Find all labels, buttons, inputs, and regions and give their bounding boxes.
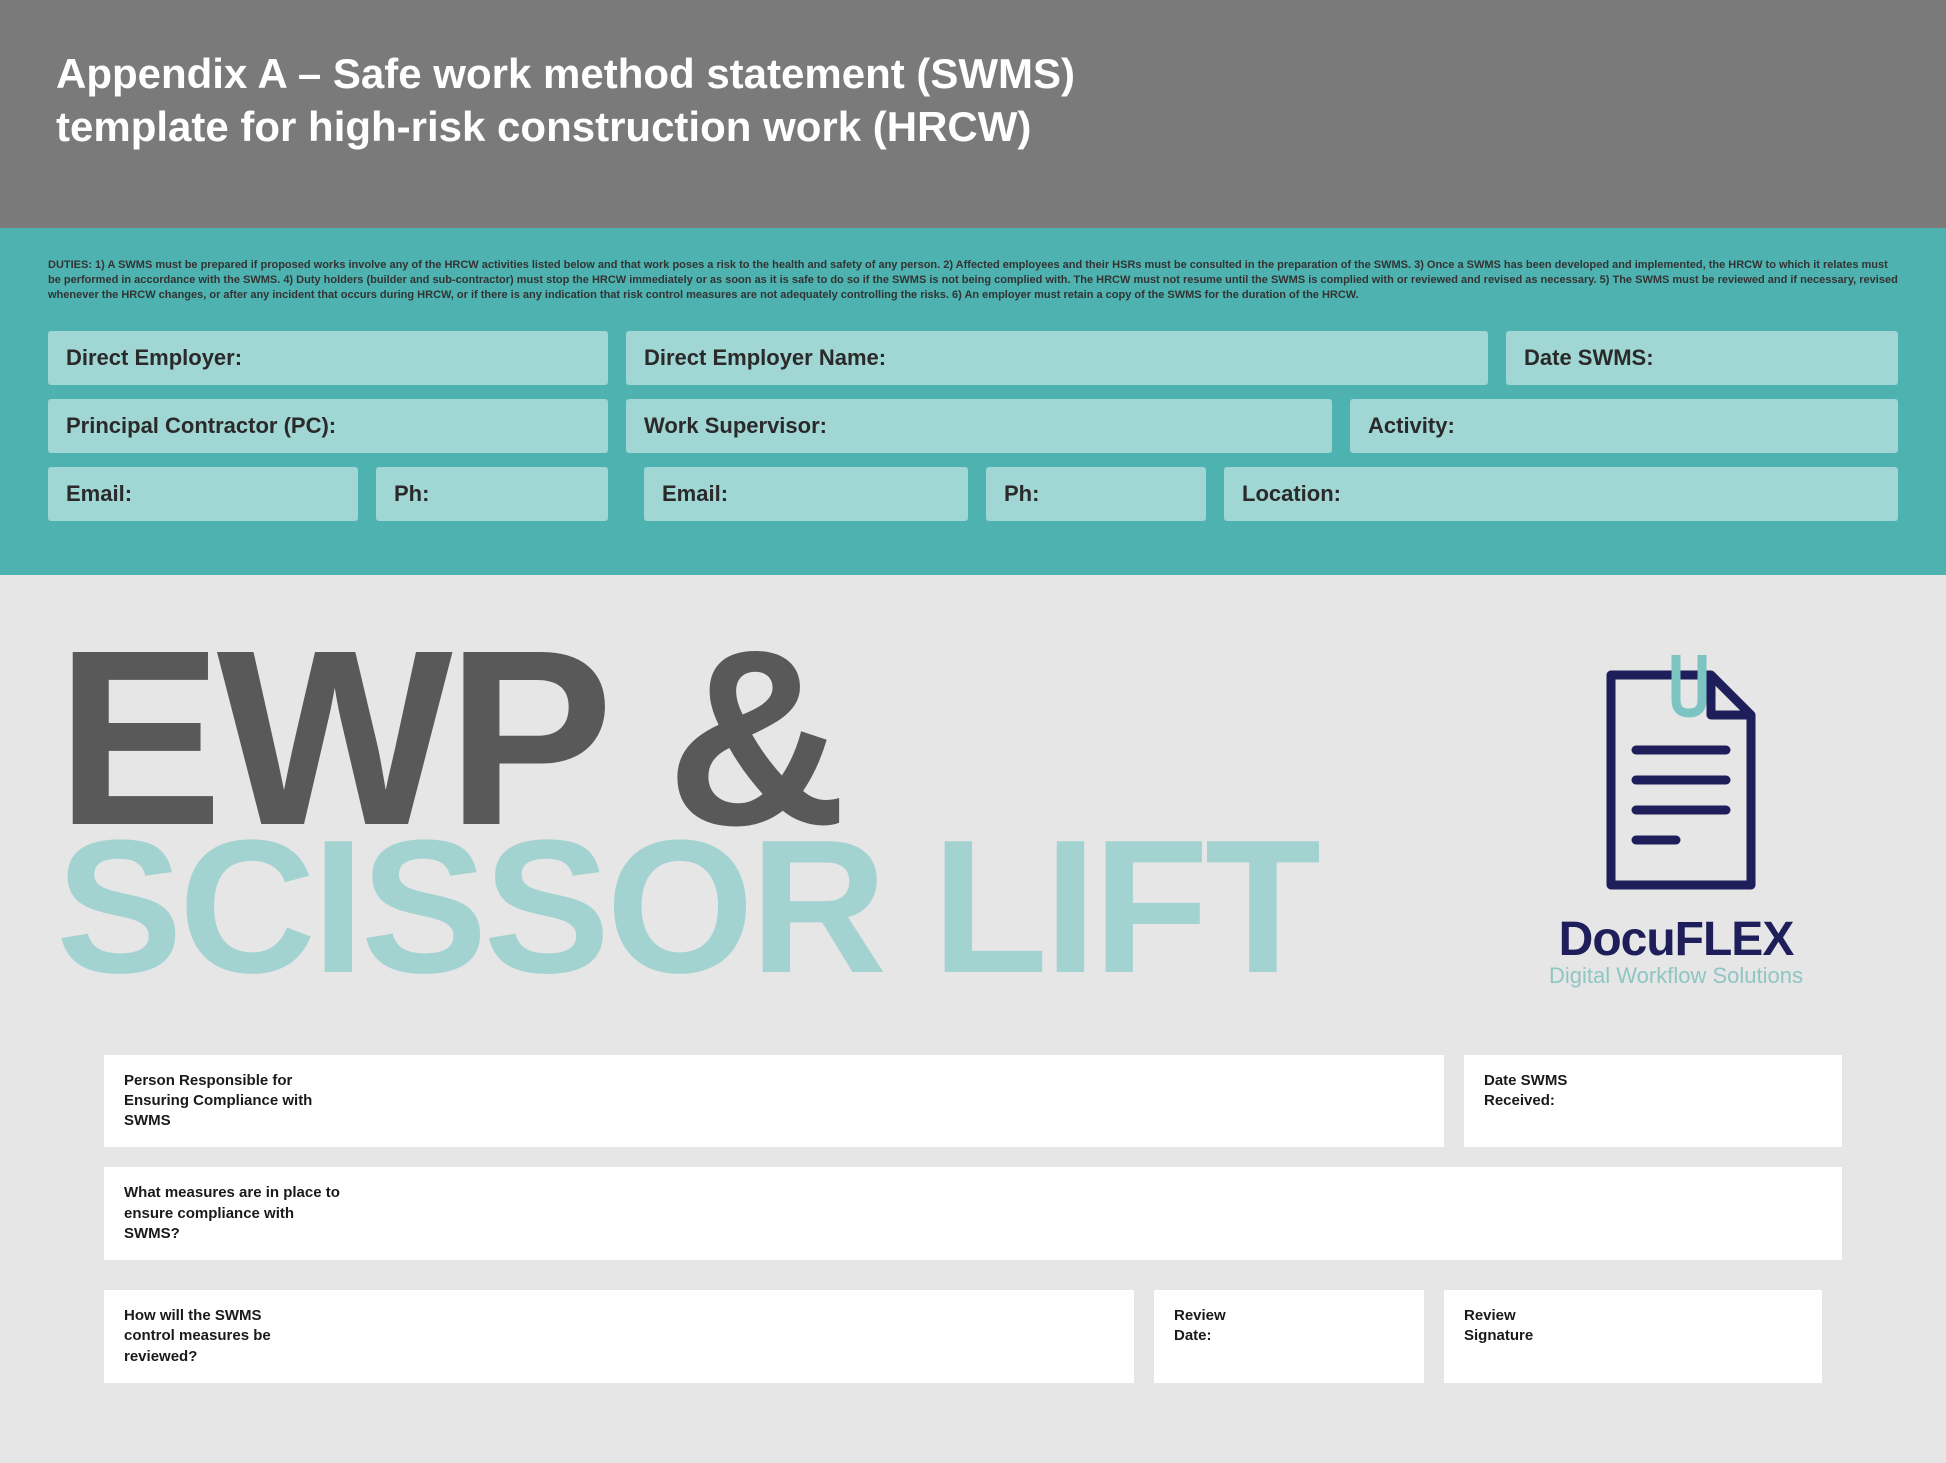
- field-principal-contractor[interactable]: Principal Contractor (PC):: [48, 399, 608, 453]
- field-person-responsible[interactable]: Person Responsible for Ensuring Complian…: [104, 1055, 1444, 1148]
- field-review-date[interactable]: Review Date:: [1154, 1290, 1424, 1383]
- logo-tagline: Digital Workflow Solutions: [1496, 963, 1856, 989]
- field-direct-employer-name[interactable]: Direct Employer Name:: [626, 331, 1488, 385]
- field-measures[interactable]: What measures are in place to ensure com…: [104, 1167, 1842, 1260]
- field-work-supervisor[interactable]: Work Supervisor:: [626, 399, 1332, 453]
- label-review-signature: Review Signature: [1464, 1306, 1554, 1347]
- title-line-1: Appendix A – Safe work method statement …: [56, 50, 1075, 97]
- field-row-3: Email: Ph: Email: Ph: Location:: [48, 467, 1898, 521]
- field-location[interactable]: Location:: [1224, 467, 1898, 521]
- field-review-signature[interactable]: Review Signature: [1444, 1290, 1822, 1383]
- field-date-swms[interactable]: Date SWMS:: [1506, 331, 1898, 385]
- bottom-row-1: Person Responsible for Ensuring Complian…: [104, 1055, 1842, 1148]
- field-direct-employer[interactable]: Direct Employer:: [48, 331, 608, 385]
- field-email-1[interactable]: Email:: [48, 467, 358, 521]
- field-how-reviewed[interactable]: How will the SWMS control measures be re…: [104, 1290, 1134, 1383]
- field-ph-2[interactable]: Ph:: [986, 467, 1206, 521]
- big-title-section: EWP & SCISSOR LIFT DocuFLEX Digital Work…: [0, 575, 1946, 1055]
- field-ph-1[interactable]: Ph:: [376, 467, 608, 521]
- page-title: Appendix A – Safe work method statement …: [56, 48, 1890, 153]
- duties-section: DUTIES: 1) A SWMS must be prepared if pr…: [0, 228, 1946, 575]
- field-row-1: Direct Employer: Direct Employer Name: D…: [48, 331, 1898, 385]
- logo-name: DocuFLEX: [1496, 912, 1856, 967]
- label-date-received: Date SWMS Received:: [1484, 1071, 1574, 1112]
- field-email-2[interactable]: Email:: [644, 467, 968, 521]
- title-line-2: template for high-risk construction work…: [56, 103, 1031, 150]
- label-review-date: Review Date:: [1174, 1306, 1244, 1347]
- label-how-reviewed: How will the SWMS control measures be re…: [124, 1306, 314, 1367]
- bottom-row-2: What measures are in place to ensure com…: [104, 1167, 1842, 1260]
- field-activity[interactable]: Activity:: [1350, 399, 1898, 453]
- bottom-row-3: How will the SWMS control measures be re…: [104, 1290, 1842, 1383]
- label-person-responsible: Person Responsible for Ensuring Complian…: [124, 1071, 354, 1132]
- bottom-fields: Person Responsible for Ensuring Complian…: [0, 1055, 1946, 1463]
- logo: DocuFLEX Digital Workflow Solutions: [1496, 655, 1856, 989]
- field-date-received[interactable]: Date SWMS Received:: [1464, 1055, 1842, 1148]
- label-measures: What measures are in place to ensure com…: [124, 1183, 354, 1244]
- field-row-2: Principal Contractor (PC): Work Supervis…: [48, 399, 1898, 453]
- duties-text: DUTIES: 1) A SWMS must be prepared if pr…: [48, 258, 1898, 303]
- document-icon: [1581, 655, 1771, 895]
- header-bar: Appendix A – Safe work method statement …: [0, 0, 1946, 228]
